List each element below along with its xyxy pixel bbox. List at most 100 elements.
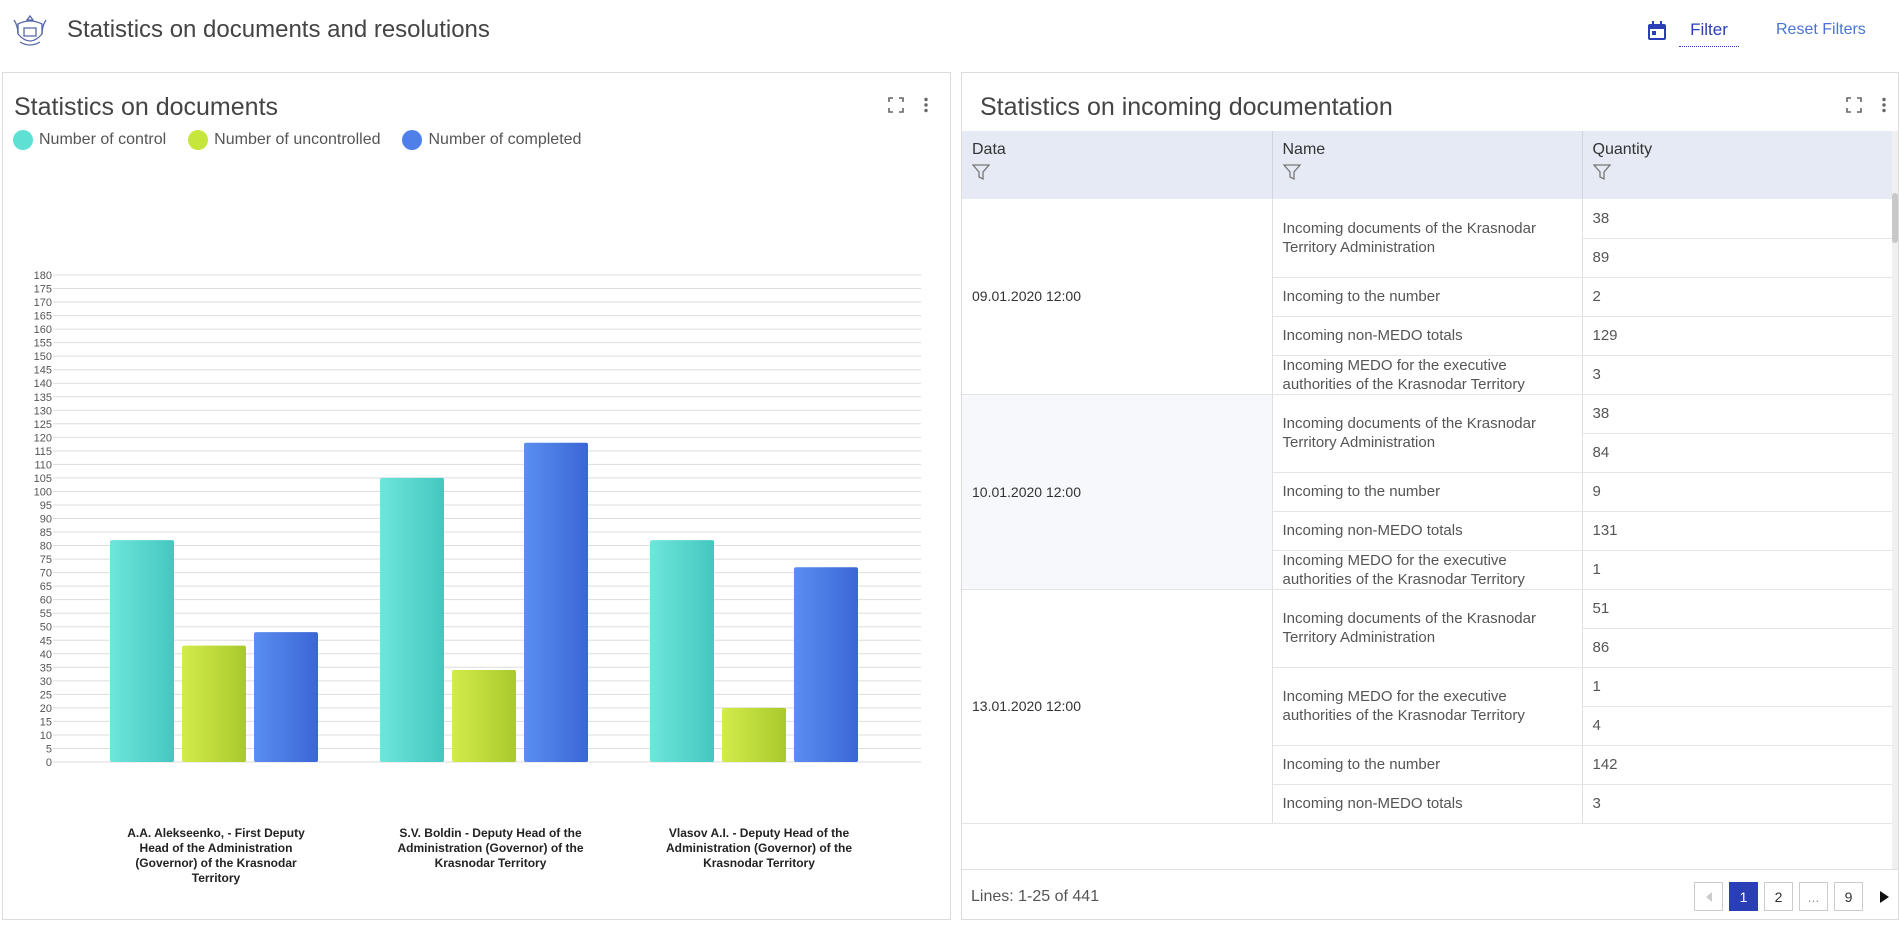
page-button[interactable]: 9 (1834, 882, 1863, 911)
fullscreen-icon[interactable] (1846, 97, 1862, 113)
panel-title: Statistics on documents (14, 93, 279, 121)
date-cell: 13.01.2020 12:00 (962, 589, 1273, 824)
table-footer: Lines: 1-25 of 441 1 2 ... 9 (962, 869, 1898, 920)
quantity-cell: 84 (1582, 433, 1896, 473)
table-row[interactable]: Incoming non-MEDO totals 3 (962, 784, 1896, 824)
y-tick-label: 65 (40, 581, 52, 593)
column-header-name[interactable]: Name (1272, 131, 1583, 199)
quantity-cell: 1 (1582, 550, 1896, 590)
quantity-cell: 38 (1582, 394, 1896, 434)
y-tick-label: 5 (46, 743, 52, 755)
pagination: 1 2 ... 9 (1694, 882, 1898, 911)
incoming-documentation-panel: Statistics on incoming documentation Dat… (961, 72, 1899, 920)
table-row[interactable]: Incoming MEDO for the executive authorit… (962, 667, 1896, 746)
bar-number-of-completed[interactable] (254, 632, 318, 762)
y-tick-label: 180 (34, 270, 52, 282)
more-options-icon[interactable] (1876, 97, 1892, 113)
bar-number-of-completed[interactable] (794, 567, 858, 762)
quantity-cell: 142 (1582, 745, 1896, 785)
table-row[interactable]: Incoming MEDO for the executive authorit… (962, 355, 1896, 395)
table-row[interactable]: 84 (962, 433, 1896, 473)
bar-number-of-completed[interactable] (524, 442, 588, 762)
bar-number-of-uncontrolled[interactable] (452, 670, 516, 762)
page-button[interactable]: 1 (1729, 882, 1758, 911)
panel-title: Statistics on incoming documentation (980, 93, 1393, 121)
y-tick-label: 80 (40, 541, 52, 553)
y-tick-label: 0 (46, 757, 52, 769)
y-tick-label: 90 (40, 514, 52, 526)
y-tick-label: 150 (34, 351, 52, 363)
table-row[interactable]: 10.01.2020 12:00 Incoming documents of th… (962, 394, 1896, 590)
x-category-label: Vlasov A.I. - Deputy Head of the Adminis… (666, 826, 852, 870)
column-header-data[interactable]: Data (962, 131, 1273, 199)
table-row[interactable]: Incoming to the number 9 (962, 472, 1896, 512)
y-tick-label: 125 (34, 419, 52, 431)
bar-number-of-control[interactable] (650, 540, 714, 762)
lines-count: Lines: 1-25 of 441 (971, 888, 1100, 905)
quantity-cell: 131 (1582, 511, 1896, 551)
filter-button[interactable]: Filter (1679, 20, 1739, 47)
filter-funnel-icon[interactable] (1592, 163, 1611, 181)
table-scrollbar[interactable] (1892, 131, 1898, 869)
chevron-right-icon (1879, 890, 1889, 903)
fullscreen-icon[interactable] (888, 97, 904, 113)
legend-item-completed[interactable]: Number of completed (402, 130, 581, 150)
reset-filters-button[interactable]: Reset Filters (1776, 21, 1866, 38)
bar-number-of-uncontrolled[interactable] (182, 645, 246, 762)
x-category-label: A.A. Alekseenko, - First Deputy Head of … (127, 826, 305, 885)
legend-label: Number of control (39, 131, 167, 148)
legend-label: Number of uncontrolled (214, 131, 381, 148)
table-row[interactable]: Incoming non-MEDO totals 129 (962, 316, 1896, 356)
y-tick-label: 40 (40, 649, 52, 661)
bar-number-of-control[interactable] (380, 477, 444, 762)
y-tick-label: 110 (34, 459, 52, 471)
y-tick-label: 115 (34, 446, 52, 458)
filter-funnel-icon[interactable] (972, 163, 990, 181)
y-tick-label: 20 (40, 703, 52, 715)
name-cell: Incoming non-MEDO totals (1272, 784, 1583, 824)
calendar-icon[interactable] (1646, 20, 1668, 42)
date-cell: 10.01.2020 12:00 (962, 394, 1273, 590)
table-row[interactable]: Incoming MEDO for the executive authorit… (962, 550, 1896, 590)
legend-item-uncontrolled[interactable]: Number of uncontrolled (188, 130, 380, 150)
y-tick-label: 165 (34, 311, 52, 323)
y-tick-label: 140 (34, 378, 52, 390)
filter-funnel-icon[interactable] (1282, 163, 1301, 181)
column-header-quantity[interactable]: Quantity (1582, 131, 1896, 199)
y-tick-label: 60 (40, 595, 52, 607)
next-page-button[interactable] (1869, 882, 1898, 911)
documents-statistics-panel: Statistics on documents Number of contro… (2, 72, 951, 920)
table-row[interactable]: 86 (962, 628, 1896, 668)
legend-dot (402, 130, 423, 150)
legend-item-control[interactable]: Number of control (13, 130, 166, 150)
scrollbar-thumb[interactable] (1892, 193, 1898, 243)
table-row[interactable]: 89 (962, 238, 1896, 278)
prev-page-button[interactable] (1694, 882, 1723, 911)
quantity-cell: 3 (1582, 784, 1896, 824)
chevron-left-icon (1705, 891, 1712, 902)
y-tick-label: 75 (40, 554, 52, 566)
y-tick-label: 120 (34, 432, 52, 444)
y-tick-label: 135 (34, 392, 52, 404)
table-row[interactable]: 09.01.2020 12:00 Incoming documents of th… (962, 199, 1896, 395)
table-row[interactable]: Incoming to the number 142 (962, 745, 1896, 785)
page-button[interactable]: 2 (1764, 882, 1793, 911)
name-cell: Incoming to the number (1272, 745, 1583, 785)
table-row[interactable]: 4 (962, 706, 1896, 746)
quantity-cell: 86 (1582, 628, 1896, 668)
quantity-cell: 2 (1582, 277, 1896, 317)
table-row[interactable]: Incoming non-MEDO totals 131 (962, 511, 1896, 551)
table-row[interactable]: 13.01.2020 12:00 Incoming documents of th… (962, 589, 1896, 824)
name-cell: Incoming documents of the Krasnodar Terr… (1272, 589, 1583, 668)
more-options-icon[interactable] (918, 97, 934, 113)
bar-number-of-control[interactable] (110, 540, 174, 762)
y-tick-label: 55 (40, 608, 52, 620)
name-cell: Incoming MEDO for the executive authorit… (1272, 550, 1583, 590)
page-title: Statistics on documents and resolutions (67, 16, 490, 43)
bar-number-of-uncontrolled[interactable] (722, 707, 786, 762)
y-tick-label: 25 (40, 689, 52, 701)
date-cell: 09.01.2020 12:00 (962, 199, 1273, 395)
name-cell: Incoming to the number (1272, 277, 1583, 317)
table-row[interactable]: Incoming to the number 2 (962, 277, 1896, 317)
